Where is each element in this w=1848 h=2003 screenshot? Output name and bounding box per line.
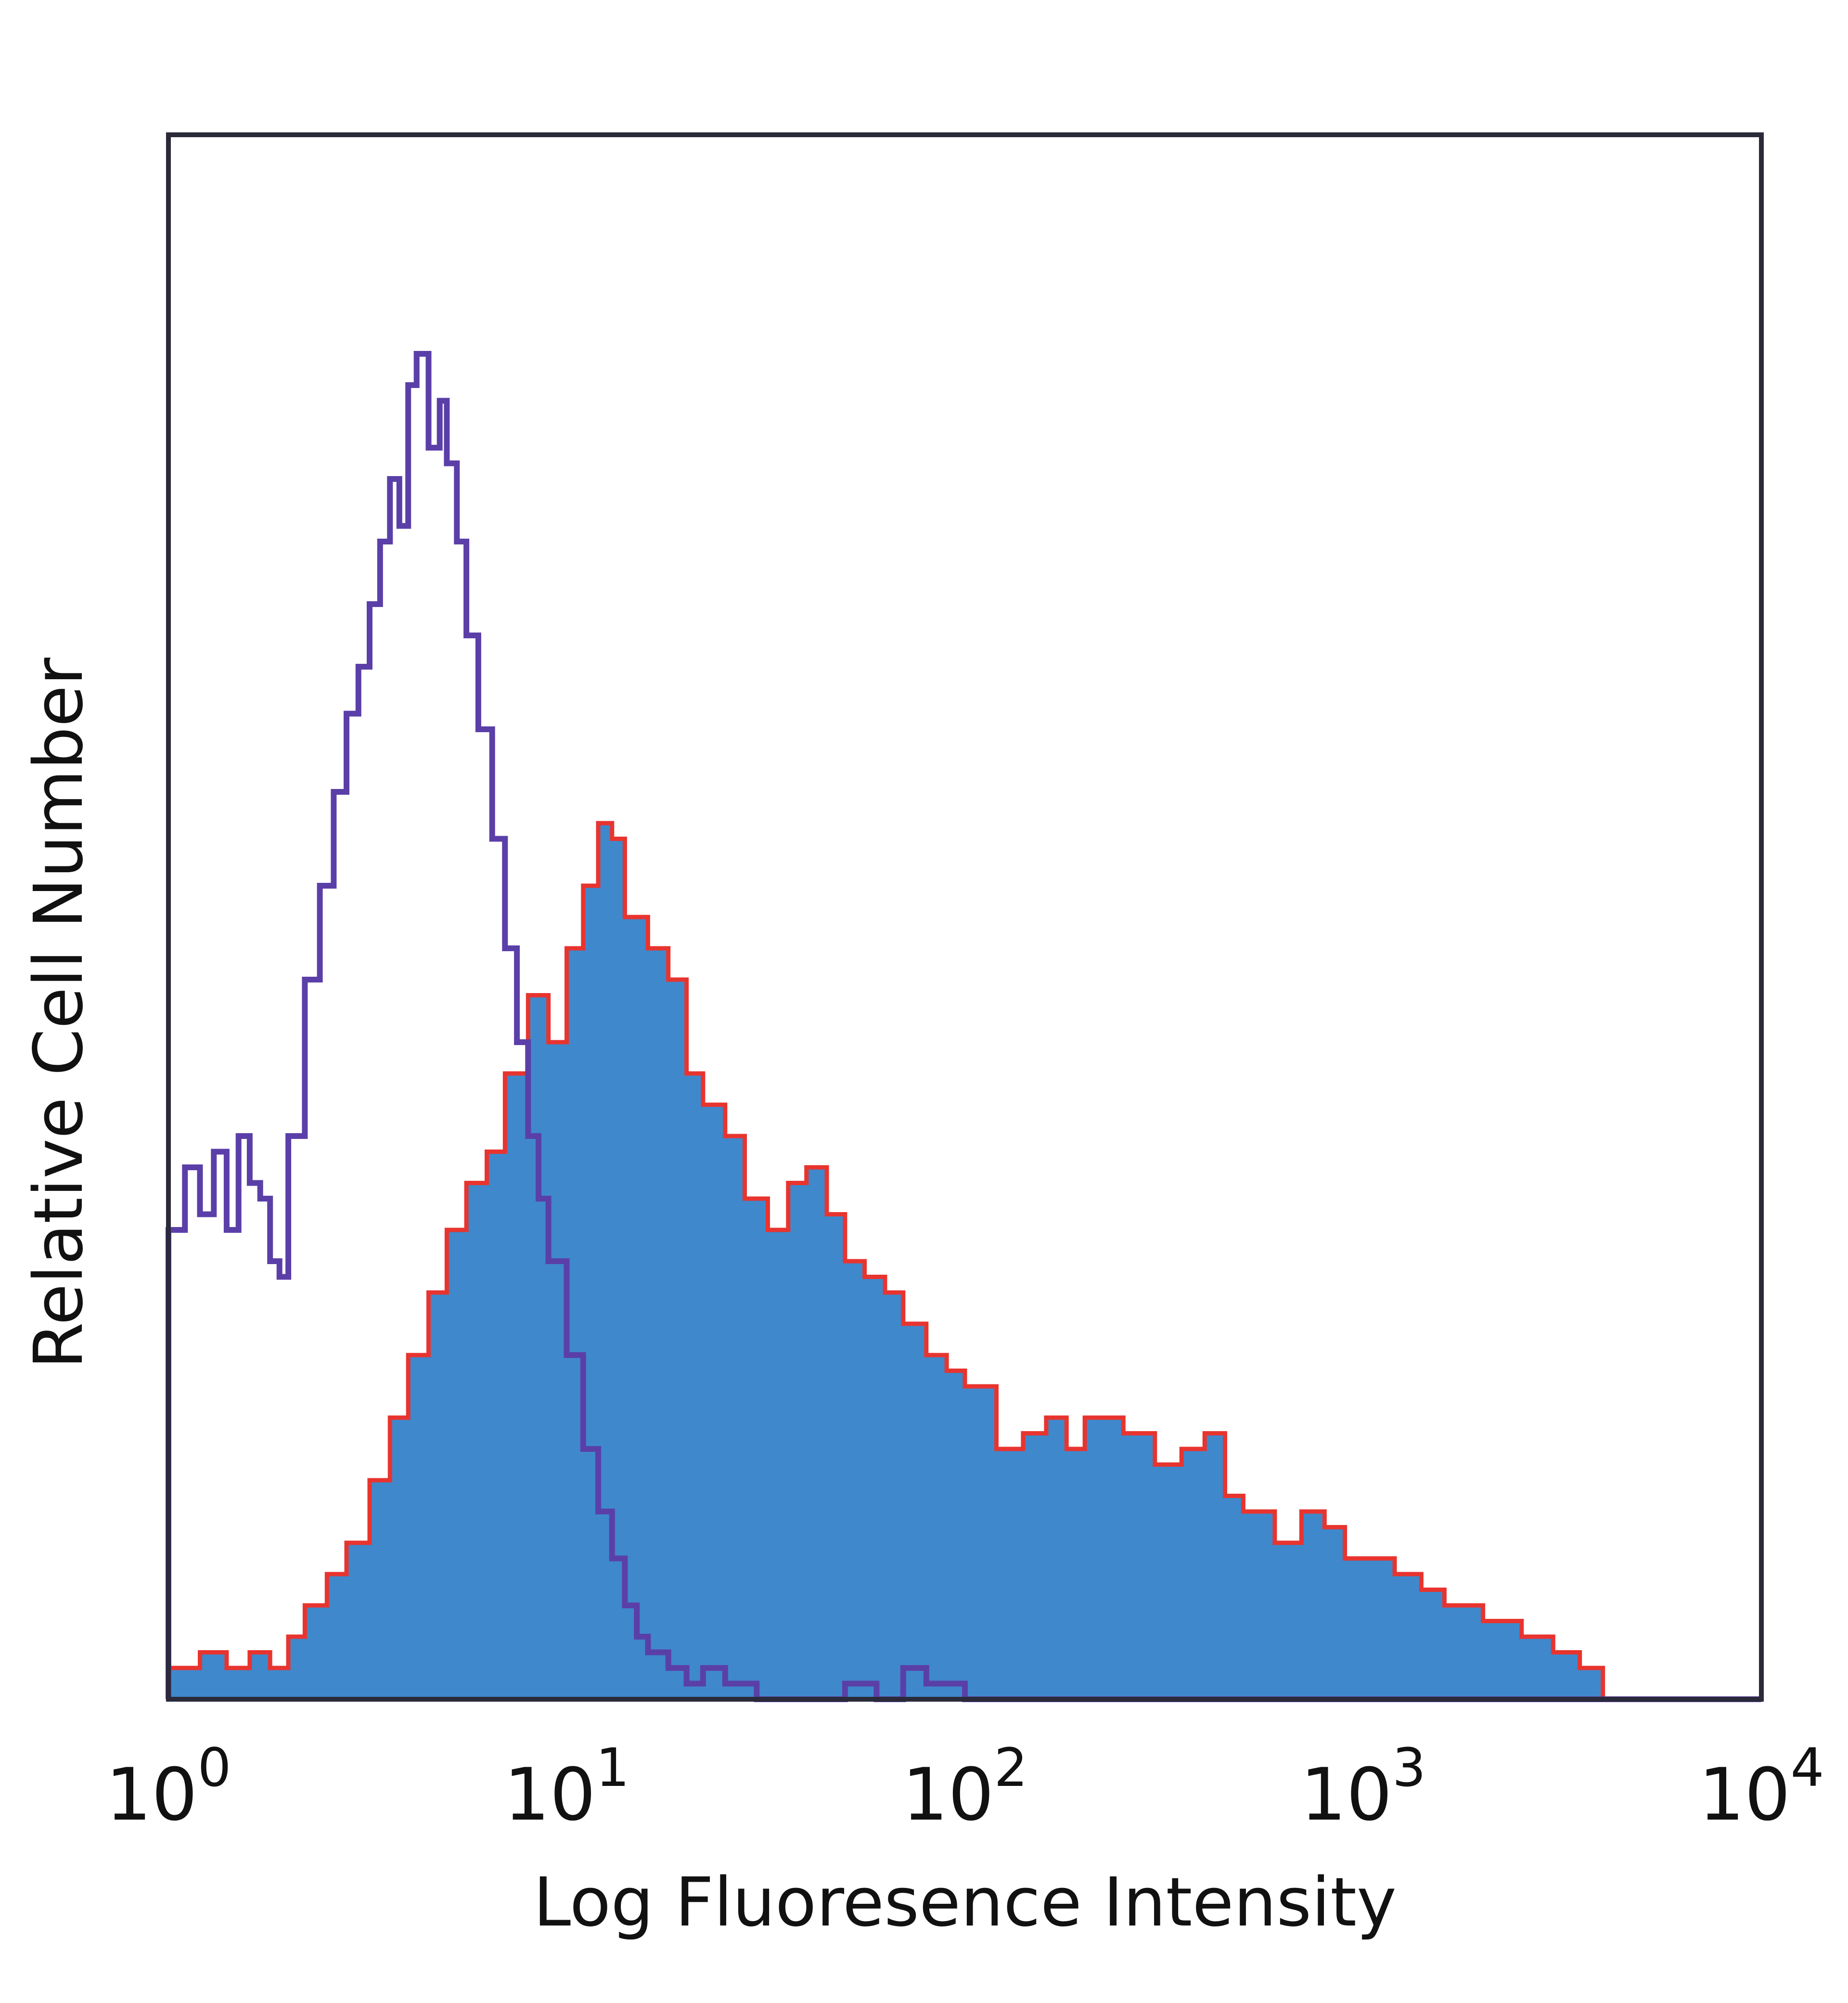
filled-histogram-edge — [168, 821, 1761, 1702]
x-tick-base: 10 — [1699, 1753, 1791, 1837]
x-tick-label: 104 — [1699, 1737, 1824, 1837]
plot-frame — [166, 132, 1764, 1702]
x-tick-label: 100 — [106, 1737, 231, 1837]
x-tick-base: 10 — [902, 1753, 994, 1837]
x-tick-label: 103 — [1300, 1737, 1426, 1837]
x-tick-exponent: 0 — [197, 1737, 231, 1798]
marks-layer — [166, 351, 1761, 1702]
x-tick-label: 101 — [504, 1737, 629, 1837]
x-tick-labels: 100 101 102 103 104 — [106, 1737, 1824, 1837]
filled-histogram-area — [168, 823, 1761, 1699]
x-tick-base: 10 — [106, 1753, 198, 1837]
x-tick-exponent: 4 — [1790, 1737, 1824, 1798]
x-tick-exponent: 2 — [994, 1737, 1027, 1798]
x-tick-exponent: 3 — [1392, 1737, 1426, 1798]
y-axis-title: Relative Cell Number — [20, 658, 98, 1369]
x-tick-exponent: 1 — [596, 1737, 629, 1798]
x-axis-title: Log Fluoresence Intensity — [533, 1863, 1397, 1942]
x-tick-label: 102 — [902, 1737, 1028, 1837]
x-tick-base: 10 — [1300, 1753, 1392, 1837]
outline-histogram-line — [166, 351, 1761, 1702]
x-tick-base: 10 — [504, 1753, 596, 1837]
